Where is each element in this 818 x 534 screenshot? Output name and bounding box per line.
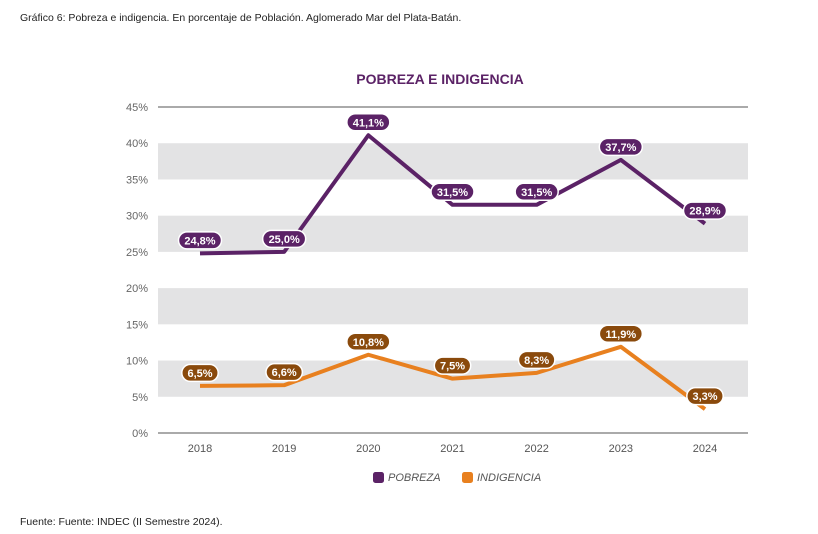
y-axis: 0% 5% 10% 15% 20% 25% 30% 35% 40% 45% — [126, 102, 148, 440]
data-label-text: 8,3% — [524, 355, 549, 367]
data-label: 6,6% — [265, 362, 304, 382]
series-line-indigencia — [199, 344, 707, 411]
data-label-text: 37,7% — [605, 142, 636, 154]
data-label-pill — [346, 332, 391, 352]
data-label: 8,3% — [517, 350, 556, 370]
data-label: 41,1% — [346, 113, 391, 132]
y-tick-label: 10% — [126, 356, 148, 368]
data-label-text: 3,3% — [692, 391, 717, 403]
x-tick-label: 2020 — [356, 443, 380, 455]
data-label: 11,9% — [598, 324, 644, 344]
data-label-text: 25,0% — [269, 234, 300, 246]
x-tick-label: 2019 — [272, 443, 296, 455]
data-label-text: 41,1% — [353, 117, 384, 129]
data-label: 31,5% — [514, 182, 559, 202]
data-label: 25,0% — [261, 229, 307, 249]
y-tick-label: 5% — [132, 392, 148, 404]
legend-label: INDIGENCIA — [477, 472, 541, 484]
data-label: 7,5% — [433, 356, 472, 375]
data-label: 10,8% — [346, 332, 391, 352]
data-label-pill — [181, 363, 219, 383]
legend-swatch — [373, 472, 384, 483]
data-label: 6,5% — [181, 363, 219, 383]
x-tick-label: 2021 — [440, 443, 464, 455]
data-label-pill — [598, 324, 644, 344]
data-label-text: 31,5% — [437, 187, 468, 199]
data-label-text: 6,5% — [187, 368, 212, 380]
data-label: 31,5% — [430, 182, 475, 202]
data-label-pill — [517, 350, 556, 370]
y-tick-label: 40% — [126, 138, 148, 150]
data-label-pill — [514, 182, 559, 202]
data-label: 28,9% — [682, 201, 728, 220]
y-tick-label: 35% — [126, 174, 148, 186]
data-label-pill — [177, 231, 223, 250]
data-label: 24,8% — [177, 231, 223, 250]
grid-bands — [158, 106, 748, 397]
y-tick-label: 0% — [132, 428, 148, 440]
data-label-pill — [261, 229, 307, 249]
data-label-pill — [682, 201, 728, 220]
y-tick-label: 20% — [126, 283, 148, 295]
data-label-pill — [346, 113, 391, 132]
x-axis: 2018 2019 2020 2021 2022 2023 2024 — [158, 432, 748, 455]
source-note: Fuente: Fuente: INDEC (II Semestre 2024)… — [20, 516, 223, 528]
y-tick-label: 25% — [126, 247, 148, 259]
series-lines — [199, 133, 707, 411]
legend-swatch — [462, 472, 473, 483]
data-label-pill — [433, 356, 472, 375]
legend-label: POBREZA — [388, 472, 441, 484]
data-label-pill — [265, 362, 304, 382]
data-label-pill — [686, 386, 724, 406]
grid-band — [158, 143, 748, 180]
x-tick-label: 2024 — [693, 443, 717, 455]
data-label-pill — [598, 137, 644, 157]
data-labels: 24,8% 25,0% 41,1% 31,5% 31,5% 37,7% 28,9% 6,5% 6… — [177, 113, 728, 406]
y-tick-label: 30% — [126, 211, 148, 223]
series-line-pobreza — [199, 133, 707, 256]
grid-band — [158, 288, 748, 325]
data-label-text: 24,8% — [184, 235, 215, 247]
data-label-text: 28,9% — [689, 206, 720, 218]
data-label-text: 6,6% — [272, 367, 297, 379]
chart-title: POBREZA E INDIGENCIA — [356, 71, 524, 87]
data-label-text: 7,5% — [440, 361, 465, 373]
data-label-pill — [430, 182, 475, 202]
data-label: 37,7% — [598, 137, 644, 157]
figure-caption: Gráfico 6: Pobreza e indigencia. En porc… — [20, 12, 462, 24]
data-label-text: 31,5% — [521, 187, 552, 199]
data-label: 3,3% — [686, 386, 724, 406]
data-label-text: 10,8% — [353, 337, 384, 349]
legend: POBREZA INDIGENCIA — [373, 472, 541, 484]
y-tick-label: 45% — [126, 102, 148, 114]
data-label-text: 11,9% — [606, 329, 637, 341]
y-tick-label: 15% — [126, 319, 148, 331]
grid-band — [158, 215, 748, 252]
x-tick-label: 2023 — [609, 443, 633, 455]
x-tick-label: 2018 — [188, 443, 212, 455]
x-tick-label: 2022 — [524, 443, 548, 455]
